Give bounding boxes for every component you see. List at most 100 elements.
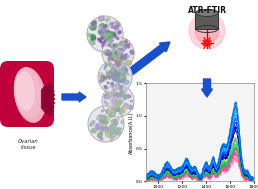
Ellipse shape: [99, 80, 102, 83]
Ellipse shape: [116, 61, 120, 66]
Ellipse shape: [104, 124, 106, 126]
Ellipse shape: [105, 18, 110, 21]
Ellipse shape: [113, 93, 117, 98]
Ellipse shape: [104, 119, 108, 124]
Ellipse shape: [115, 77, 118, 79]
FancyArrow shape: [126, 42, 170, 77]
Ellipse shape: [113, 44, 116, 47]
Ellipse shape: [108, 108, 111, 112]
Ellipse shape: [113, 98, 117, 101]
Ellipse shape: [124, 95, 129, 98]
Ellipse shape: [112, 98, 117, 103]
Ellipse shape: [118, 70, 121, 72]
Ellipse shape: [103, 32, 106, 36]
Ellipse shape: [108, 35, 110, 40]
Ellipse shape: [119, 109, 121, 113]
Text: ATR-FTIR: ATR-FTIR: [188, 6, 227, 15]
Ellipse shape: [114, 55, 117, 59]
Ellipse shape: [117, 74, 123, 77]
Circle shape: [87, 16, 123, 52]
Ellipse shape: [124, 55, 126, 58]
Ellipse shape: [116, 56, 120, 60]
Ellipse shape: [112, 88, 117, 94]
Ellipse shape: [115, 102, 119, 108]
Ellipse shape: [99, 120, 103, 122]
FancyBboxPatch shape: [0, 61, 54, 127]
Ellipse shape: [100, 36, 103, 41]
Ellipse shape: [105, 33, 109, 38]
Ellipse shape: [122, 55, 127, 60]
Ellipse shape: [117, 51, 120, 57]
Ellipse shape: [112, 52, 116, 56]
Ellipse shape: [123, 68, 127, 71]
Ellipse shape: [113, 125, 115, 128]
Ellipse shape: [112, 100, 118, 102]
Ellipse shape: [112, 89, 115, 92]
Ellipse shape: [91, 128, 97, 132]
Ellipse shape: [111, 123, 114, 127]
Ellipse shape: [116, 73, 122, 78]
Ellipse shape: [117, 54, 120, 57]
Ellipse shape: [110, 40, 113, 42]
Ellipse shape: [112, 107, 115, 113]
Ellipse shape: [117, 98, 122, 105]
Ellipse shape: [102, 31, 106, 36]
Ellipse shape: [116, 79, 120, 84]
Ellipse shape: [120, 85, 123, 89]
Ellipse shape: [114, 26, 117, 28]
Circle shape: [102, 85, 134, 117]
Ellipse shape: [115, 93, 119, 98]
Ellipse shape: [103, 128, 107, 131]
Text: Ovarian
tissue: Ovarian tissue: [18, 139, 38, 150]
Ellipse shape: [111, 129, 117, 133]
Ellipse shape: [101, 126, 107, 129]
Ellipse shape: [120, 79, 125, 82]
Ellipse shape: [116, 72, 122, 76]
Ellipse shape: [112, 91, 115, 96]
Ellipse shape: [103, 127, 106, 130]
Ellipse shape: [120, 55, 122, 57]
Ellipse shape: [100, 117, 105, 123]
Ellipse shape: [94, 27, 96, 29]
Ellipse shape: [110, 138, 113, 141]
Ellipse shape: [125, 54, 127, 58]
Ellipse shape: [101, 75, 104, 82]
Ellipse shape: [112, 76, 117, 80]
Ellipse shape: [107, 117, 110, 121]
Ellipse shape: [115, 51, 119, 55]
Ellipse shape: [106, 110, 108, 113]
Ellipse shape: [108, 44, 114, 48]
Ellipse shape: [103, 76, 107, 79]
Ellipse shape: [110, 136, 114, 139]
Ellipse shape: [98, 115, 105, 118]
Ellipse shape: [110, 70, 113, 75]
Circle shape: [102, 37, 134, 69]
Ellipse shape: [115, 55, 118, 59]
Ellipse shape: [112, 102, 115, 105]
Ellipse shape: [116, 62, 117, 64]
Ellipse shape: [90, 39, 95, 45]
Ellipse shape: [117, 78, 122, 82]
Ellipse shape: [99, 73, 103, 78]
Ellipse shape: [112, 126, 116, 131]
Ellipse shape: [115, 60, 120, 66]
Ellipse shape: [124, 97, 126, 100]
Ellipse shape: [119, 50, 122, 53]
Ellipse shape: [110, 127, 116, 132]
Ellipse shape: [104, 94, 107, 98]
Ellipse shape: [113, 85, 117, 89]
Ellipse shape: [99, 31, 102, 34]
Ellipse shape: [107, 103, 109, 105]
Ellipse shape: [109, 127, 112, 131]
Ellipse shape: [117, 23, 120, 27]
Ellipse shape: [104, 64, 107, 69]
Ellipse shape: [114, 71, 118, 75]
Ellipse shape: [115, 21, 120, 26]
Ellipse shape: [42, 94, 54, 98]
Ellipse shape: [92, 36, 95, 39]
Ellipse shape: [119, 48, 123, 50]
Ellipse shape: [103, 33, 107, 36]
Ellipse shape: [104, 86, 107, 89]
Ellipse shape: [110, 75, 113, 78]
Ellipse shape: [106, 51, 111, 56]
